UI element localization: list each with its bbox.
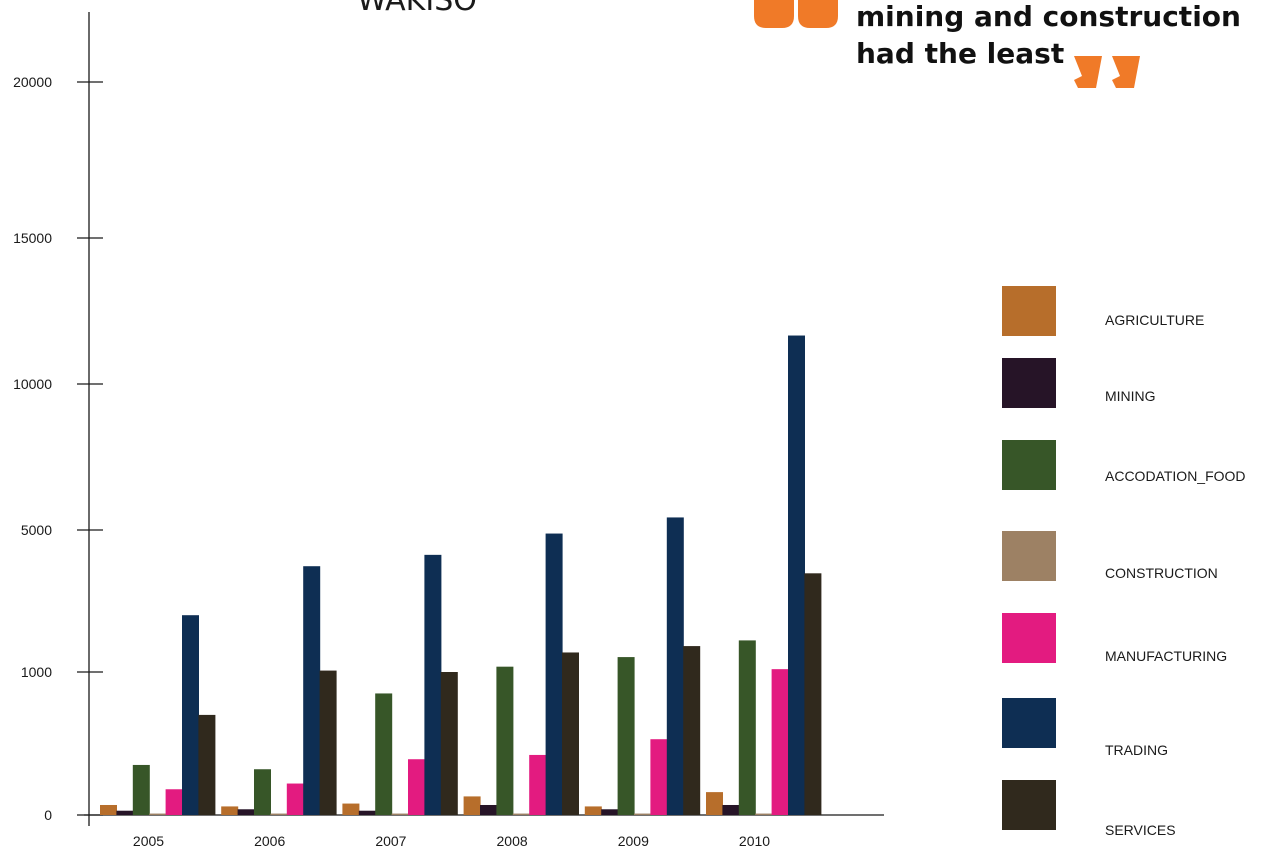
legend-label: MINING bbox=[1105, 388, 1156, 404]
bar-services-2006 bbox=[319, 670, 337, 815]
bar-agriculture-2008 bbox=[463, 796, 481, 815]
bar-construction-2008 bbox=[512, 813, 530, 815]
bar-mining-2010 bbox=[722, 804, 740, 815]
bars bbox=[100, 335, 822, 815]
annotation-text-line-2: had the least bbox=[856, 37, 1065, 70]
bar-trading-2006 bbox=[303, 566, 321, 815]
bar-construction-2009 bbox=[634, 813, 651, 815]
legend-label: MANUFACTURING bbox=[1105, 648, 1228, 664]
x-tick-labels: 2005 2006 2007 2008 2009 2010 bbox=[133, 833, 770, 849]
x-tick-label: 2006 bbox=[254, 833, 285, 849]
y-ticks: 0 1000 5000 10000 15000 20000 bbox=[13, 74, 103, 823]
bar-agriculture-2006 bbox=[221, 806, 239, 815]
legend-swatch bbox=[1002, 613, 1056, 663]
x-tick-label: 2010 bbox=[739, 833, 770, 849]
x-tick-label: 2008 bbox=[497, 833, 528, 849]
x-tick-label: 2007 bbox=[375, 833, 406, 849]
legend-item: MINING bbox=[1002, 358, 1263, 410]
bar-trading-2010 bbox=[788, 335, 805, 815]
legend-item: ACCODATION_FOOD bbox=[1002, 440, 1263, 492]
bar-manufacturing-2005 bbox=[165, 789, 183, 815]
bar-agriculture-2009 bbox=[584, 806, 602, 815]
annotation-text-line-1: mining and construction bbox=[856, 0, 1241, 33]
bar-mining-2005 bbox=[116, 810, 134, 815]
bar-services-2008 bbox=[562, 652, 579, 815]
annotation-callout: mining and construction had the least bbox=[752, 0, 1263, 98]
bar-accodation_food-2006 bbox=[254, 769, 271, 815]
bar-accodation_food-2005 bbox=[132, 764, 150, 815]
bar-services-2010 bbox=[804, 573, 822, 815]
legend-item: SERVICES bbox=[1002, 780, 1263, 838]
bar-manufacturing-2009 bbox=[650, 739, 668, 815]
legend-item: CONSTRUCTION bbox=[1002, 531, 1263, 583]
legend-swatch bbox=[1002, 780, 1056, 830]
legend-label: ACCODATION_FOOD bbox=[1105, 468, 1246, 484]
bar-accodation_food-2007 bbox=[375, 693, 393, 815]
bar-manufacturing-2006 bbox=[286, 783, 304, 815]
y-tick-label: 0 bbox=[44, 807, 52, 823]
legend-swatch bbox=[1002, 440, 1056, 490]
legend-swatch bbox=[1002, 358, 1056, 408]
bar-accodation_food-2008 bbox=[496, 666, 514, 815]
bar-manufacturing-2010 bbox=[771, 669, 789, 815]
legend-label: CONSTRUCTION bbox=[1105, 565, 1218, 581]
bar-accodation_food-2009 bbox=[617, 657, 635, 815]
bar-agriculture-2007 bbox=[342, 803, 360, 815]
bar-construction-2007 bbox=[391, 813, 409, 815]
legend-swatch bbox=[1002, 531, 1056, 581]
bar-mining-2007 bbox=[358, 810, 376, 815]
bar-mining-2006 bbox=[237, 809, 255, 815]
bar-construction-2006 bbox=[270, 813, 288, 815]
x-tick-label: 2005 bbox=[133, 833, 164, 849]
bar-trading-2009 bbox=[666, 517, 684, 815]
bar-construction-2005 bbox=[149, 813, 167, 815]
legend-item: AGRICULTURE bbox=[1002, 286, 1263, 338]
bar-accodation_food-2010 bbox=[738, 640, 756, 815]
bar-manufacturing-2007 bbox=[408, 759, 425, 815]
bar-trading-2007 bbox=[424, 554, 442, 815]
legend-item: TRADING bbox=[1002, 698, 1263, 758]
bar-mining-2008 bbox=[480, 804, 497, 815]
legend-swatch bbox=[1002, 286, 1056, 336]
y-tick-label: 5000 bbox=[21, 522, 52, 538]
quote-open-icon bbox=[754, 0, 838, 28]
chart-title: WAKISO bbox=[357, 0, 477, 18]
legend-item: MANUFACTURING bbox=[1002, 613, 1263, 665]
bar-services-2007 bbox=[440, 672, 458, 815]
bar-agriculture-2005 bbox=[100, 804, 117, 815]
legend-label: TRADING bbox=[1105, 742, 1168, 758]
y-tick-label: 15000 bbox=[13, 230, 52, 246]
bar-mining-2009 bbox=[601, 809, 619, 815]
y-tick-label: 20000 bbox=[13, 74, 52, 90]
x-tick-label: 2009 bbox=[618, 833, 649, 849]
bar-services-2005 bbox=[198, 714, 216, 815]
legend-swatch bbox=[1002, 698, 1056, 748]
bar-manufacturing-2008 bbox=[529, 754, 547, 815]
bar-agriculture-2010 bbox=[706, 792, 723, 815]
y-tick-label: 1000 bbox=[21, 664, 52, 680]
quote-close-icon bbox=[1074, 56, 1140, 88]
bar-trading-2005 bbox=[182, 615, 199, 815]
bar-construction-2010 bbox=[755, 813, 773, 815]
y-tick-label: 10000 bbox=[13, 376, 52, 392]
bar-services-2009 bbox=[683, 646, 701, 815]
bar-trading-2008 bbox=[545, 533, 563, 815]
legend-label: AGRICULTURE bbox=[1105, 312, 1205, 328]
legend-label: SERVICES bbox=[1105, 822, 1176, 838]
